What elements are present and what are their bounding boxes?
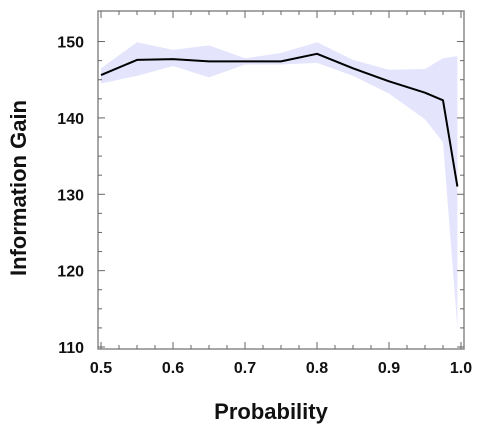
data-point [424,92,426,94]
y-tick-label: 140 [57,111,84,128]
y-tick-label: 130 [57,187,84,204]
x-tick-label: 0.5 [90,360,112,377]
data-point [172,58,174,60]
data-point [136,59,138,61]
x-tick-label: 0.8 [306,360,328,377]
data-point [352,67,354,69]
y-tick-label: 110 [58,340,84,357]
x-axis-title: Probability [214,399,328,424]
data-point [388,80,390,82]
data-point [456,186,458,188]
y-tick-label: 150 [57,35,84,52]
y-axis-title: Information Gain [6,100,31,276]
x-tick-label: 0.7 [234,360,256,377]
data-point [442,99,444,101]
x-tick-label: 1.0 [450,360,472,377]
x-tick-label: 0.9 [378,360,400,377]
confidence-band [101,42,458,328]
data-point [208,60,210,62]
data-point [244,60,246,62]
y-tick-label: 120 [57,264,84,281]
data-point [280,60,282,62]
data-point [100,74,102,76]
series-line [100,52,459,187]
data-point [316,53,318,55]
x-tick-label: 0.6 [162,360,184,377]
